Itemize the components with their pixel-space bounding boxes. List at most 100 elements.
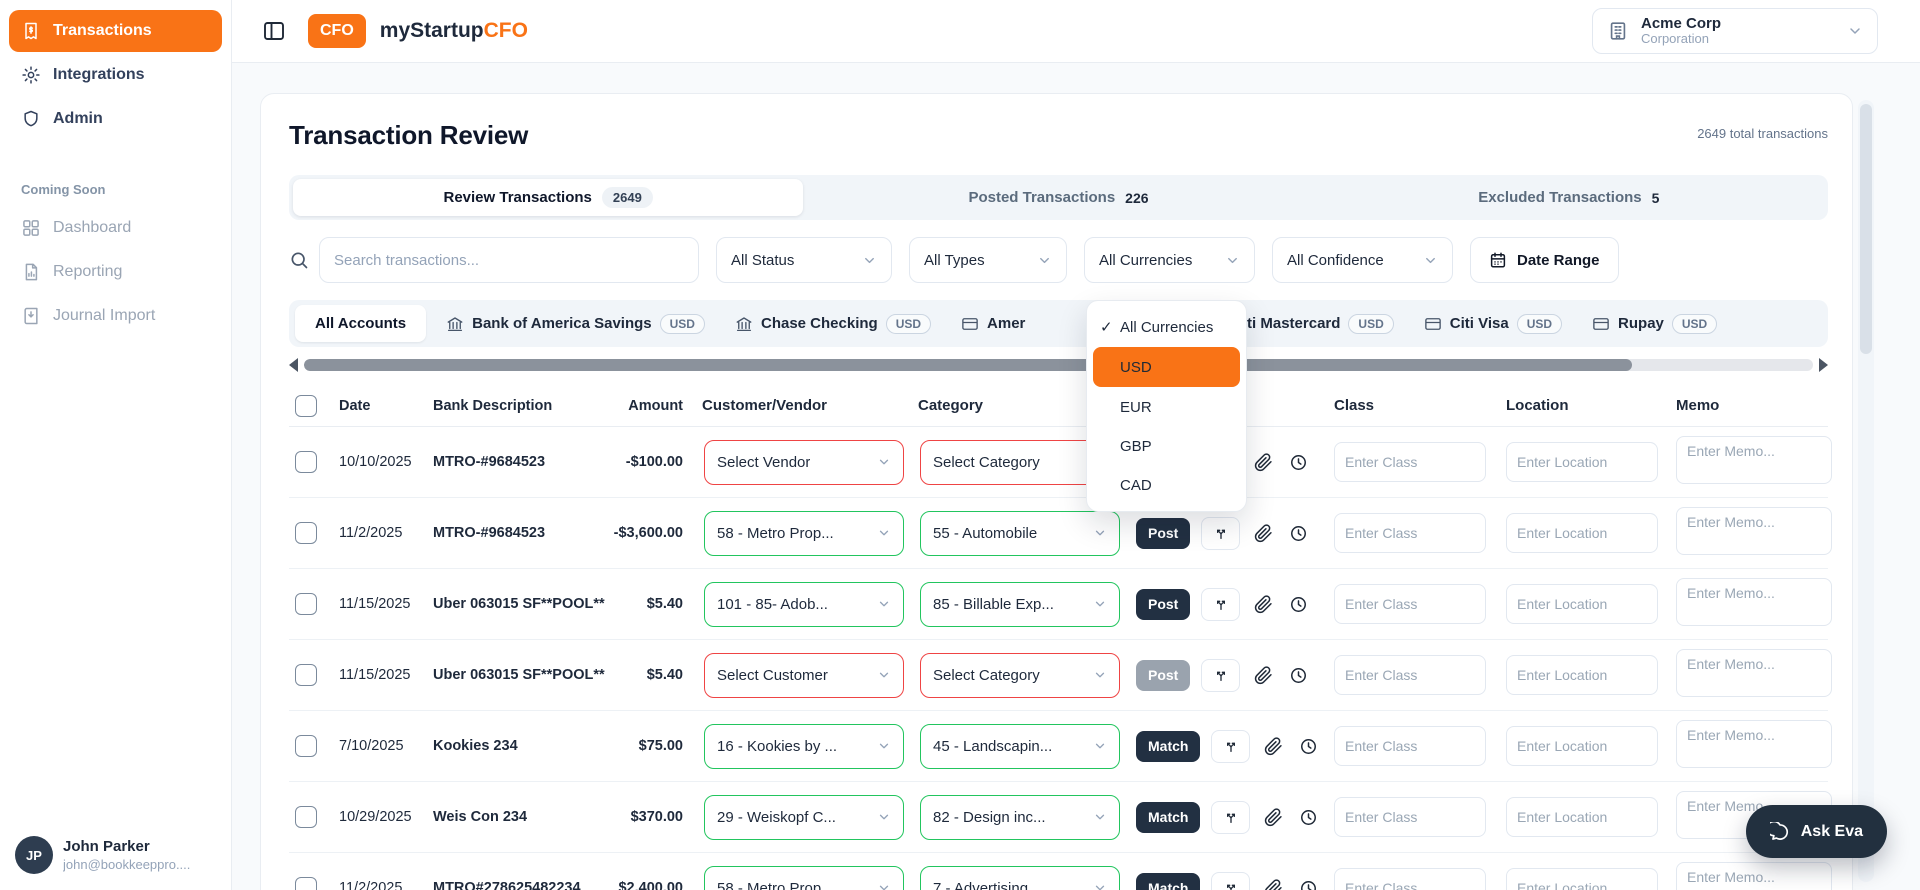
customer-vendor-select[interactable]: Select Vendor — [704, 439, 904, 485]
category-select[interactable]: 82 - Design inc... — [920, 794, 1120, 840]
category-select[interactable]: 85 - Billable Exp... — [920, 581, 1120, 627]
attachment-button[interactable] — [1251, 452, 1275, 472]
currency-option-all-currencies[interactable]: ✓ All Currencies — [1100, 318, 1214, 337]
scrollbar-thumb[interactable] — [304, 359, 1632, 371]
row-checkbox[interactable] — [295, 593, 317, 615]
post-match-button[interactable]: Match — [1136, 872, 1201, 890]
class-input[interactable] — [1334, 726, 1486, 766]
row-checkbox[interactable] — [295, 664, 317, 686]
category-select[interactable]: Select Category — [920, 652, 1120, 698]
row-checkbox[interactable] — [295, 451, 317, 473]
location-input[interactable] — [1506, 655, 1658, 695]
user-menu[interactable]: JP John Parker john@bookkeeppro.... — [9, 836, 222, 874]
account-tab-chase-checking[interactable]: Chase Checking USD — [735, 313, 932, 334]
location-input[interactable] — [1506, 442, 1658, 482]
sidebar-item-reporting[interactable]: Reporting — [9, 251, 222, 293]
account-tab-rupay[interactable]: Rupay USD — [1592, 313, 1718, 334]
scrollbar-track[interactable] — [304, 359, 1813, 371]
memo-input[interactable] — [1676, 719, 1832, 768]
customer-vendor-select[interactable]: 29 - Weiskopf C... — [704, 794, 904, 840]
split-transaction-button[interactable] — [1201, 587, 1241, 621]
sidebar-item-admin[interactable]: Admin — [9, 98, 222, 140]
row-checkbox[interactable] — [295, 735, 317, 757]
post-match-button[interactable]: Match — [1136, 730, 1201, 762]
types-filter-select[interactable]: All Types — [909, 237, 1067, 283]
split-transaction-button[interactable] — [1211, 871, 1251, 890]
class-input[interactable] — [1334, 442, 1486, 482]
row-checkbox[interactable] — [295, 522, 317, 544]
sidebar-item-integrations[interactable]: Integrations — [9, 54, 222, 96]
attachment-button[interactable] — [1261, 807, 1285, 827]
category-select[interactable]: 7 - Advertising... — [920, 865, 1120, 890]
post-match-button[interactable]: Post — [1136, 517, 1191, 549]
class-input[interactable] — [1334, 513, 1486, 553]
memo-input[interactable] — [1676, 435, 1832, 484]
post-match-button[interactable]: Post — [1136, 588, 1191, 620]
account-tab-citi-mastercard[interactable]: Citi Mastercard USD — [1206, 313, 1394, 334]
split-transaction-button[interactable] — [1201, 516, 1241, 550]
class-input[interactable] — [1334, 584, 1486, 624]
class-input[interactable] — [1334, 797, 1486, 837]
customer-vendor-select[interactable]: 16 - Kookies by ... — [704, 723, 904, 769]
account-tab-bank-of-america-savings[interactable]: Bank of America Savings USD — [446, 313, 705, 334]
sidebar-item-dashboard[interactable]: Dashboard — [9, 207, 222, 249]
class-input[interactable] — [1334, 868, 1486, 890]
currency-option-cad[interactable]: CAD — [1120, 476, 1152, 494]
split-transaction-button[interactable] — [1201, 658, 1241, 692]
category-select[interactable]: 45 - Landscapin... — [920, 723, 1120, 769]
date-range-button[interactable]: Date Range — [1470, 237, 1619, 283]
row-checkbox[interactable] — [295, 806, 317, 828]
attachment-button[interactable] — [1251, 594, 1275, 614]
status-filter-select[interactable]: All Status — [716, 237, 892, 283]
vertical-scrollbar[interactable] — [1858, 100, 1874, 882]
tab-review-transactions[interactable]: Review Transactions 2649 — [293, 179, 804, 216]
account-tab-all-accounts[interactable]: All Accounts — [295, 305, 427, 342]
memo-input[interactable] — [1676, 506, 1832, 555]
location-input[interactable] — [1506, 584, 1658, 624]
sidebar-toggle-button[interactable] — [262, 19, 286, 43]
currency-option-gbp[interactable]: GBP — [1120, 437, 1152, 455]
customer-vendor-select[interactable]: 58 - Metro Prop... — [704, 865, 904, 890]
location-input[interactable] — [1506, 868, 1658, 890]
sidebar-item-journal-import[interactable]: Journal Import — [9, 295, 222, 337]
history-button[interactable] — [1286, 666, 1310, 685]
customer-vendor-select[interactable]: 101 - 85- Adob... — [704, 581, 904, 627]
vertical-scrollbar-thumb[interactable] — [1860, 104, 1872, 354]
sidebar-item-transactions[interactable]: Transactions — [9, 10, 222, 52]
attachment-button[interactable] — [1261, 736, 1285, 756]
split-transaction-button[interactable] — [1211, 800, 1251, 834]
account-tab-amex[interactable]: Amer — [961, 315, 1176, 333]
organization-selector[interactable]: Acme Corp Corporation — [1592, 8, 1878, 54]
memo-input[interactable] — [1676, 648, 1832, 697]
category-select[interactable]: 55 - Automobile — [920, 510, 1120, 556]
history-button[interactable] — [1286, 595, 1310, 614]
location-input[interactable] — [1506, 726, 1658, 766]
class-input[interactable] — [1334, 655, 1486, 695]
history-button[interactable] — [1296, 737, 1320, 756]
post-match-button[interactable]: Match — [1136, 801, 1201, 833]
history-button[interactable] — [1286, 453, 1310, 472]
memo-input[interactable] — [1676, 577, 1832, 626]
customer-vendor-select[interactable]: Select Customer — [704, 652, 904, 698]
location-input[interactable] — [1506, 513, 1658, 553]
account-tab-citi-visa[interactable]: Citi Visa USD — [1424, 313, 1563, 334]
memo-input[interactable] — [1676, 861, 1832, 890]
scroll-right-arrow[interactable] — [1819, 358, 1828, 372]
currency-option-eur[interactable]: EUR — [1120, 398, 1152, 416]
scroll-left-arrow[interactable] — [289, 358, 298, 372]
confidence-filter-select[interactable]: All Confidence — [1272, 237, 1453, 283]
currency-option-usd[interactable]: USD — [1093, 347, 1240, 387]
customer-vendor-select[interactable]: 58 - Metro Prop... — [704, 510, 904, 556]
tab-excluded-transactions[interactable]: Excluded Transactions 5 — [1478, 189, 1660, 206]
location-input[interactable] — [1506, 797, 1658, 837]
attachment-button[interactable] — [1261, 878, 1285, 890]
currencies-filter-select[interactable]: All Currencies — [1084, 237, 1255, 283]
attachment-button[interactable] — [1251, 665, 1275, 685]
post-match-button[interactable]: Post — [1136, 659, 1191, 691]
history-button[interactable] — [1296, 808, 1320, 827]
history-button[interactable] — [1296, 879, 1320, 890]
row-checkbox[interactable] — [295, 877, 317, 890]
select-all-checkbox[interactable] — [295, 394, 317, 417]
search-input[interactable] — [319, 237, 699, 283]
split-transaction-button[interactable] — [1211, 729, 1251, 763]
